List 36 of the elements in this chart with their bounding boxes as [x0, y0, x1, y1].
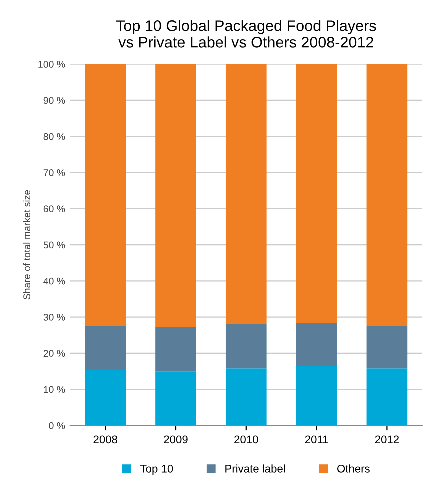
y-tick-label: 60 %	[44, 206, 66, 213]
bar	[226, 64, 267, 325]
y-tick-label: 10 %	[44, 386, 66, 394]
x-tick-label: 2009	[164, 436, 188, 444]
y-tick-label: 50 %	[44, 242, 66, 249]
y-tick-label: 0 %	[49, 422, 66, 430]
bar	[226, 368, 267, 426]
legend-label: Private label	[226, 464, 286, 473]
y-tick-label: 70 %	[44, 169, 66, 176]
chart-title: Top 10 Global Packaged Food Players vs Private Label vs Others 2008-2012	[116, 20, 376, 48]
bar	[156, 327, 196, 372]
bar	[156, 64, 196, 328]
x-tick-label: 2008	[94, 436, 118, 444]
y-tick-label: 80 %	[44, 133, 66, 140]
bar	[85, 64, 126, 326]
x-tick-label: 2012	[375, 436, 399, 444]
bar	[366, 64, 408, 326]
bar	[156, 372, 196, 426]
y-tick-label: 30 %	[44, 314, 66, 321]
y-tick-label: 40 %	[44, 278, 66, 285]
bar	[226, 324, 267, 369]
legend-label: Others	[338, 464, 370, 473]
bar	[366, 326, 408, 369]
y-tick-label: 90 %	[44, 97, 66, 104]
bar	[85, 326, 126, 370]
bar	[296, 366, 338, 426]
y-tick-label: 20 %	[44, 350, 66, 358]
bar	[85, 370, 126, 426]
x-tick-label: 2011	[305, 436, 328, 444]
bar	[296, 323, 338, 366]
legend-label: Top 10	[140, 464, 174, 476]
x-tick-label: 2010	[234, 436, 258, 444]
bar	[366, 368, 408, 426]
y-tick-label: 100 %	[38, 61, 66, 68]
y-axis-title: Share of total market size	[23, 190, 30, 300]
bar	[296, 64, 338, 324]
